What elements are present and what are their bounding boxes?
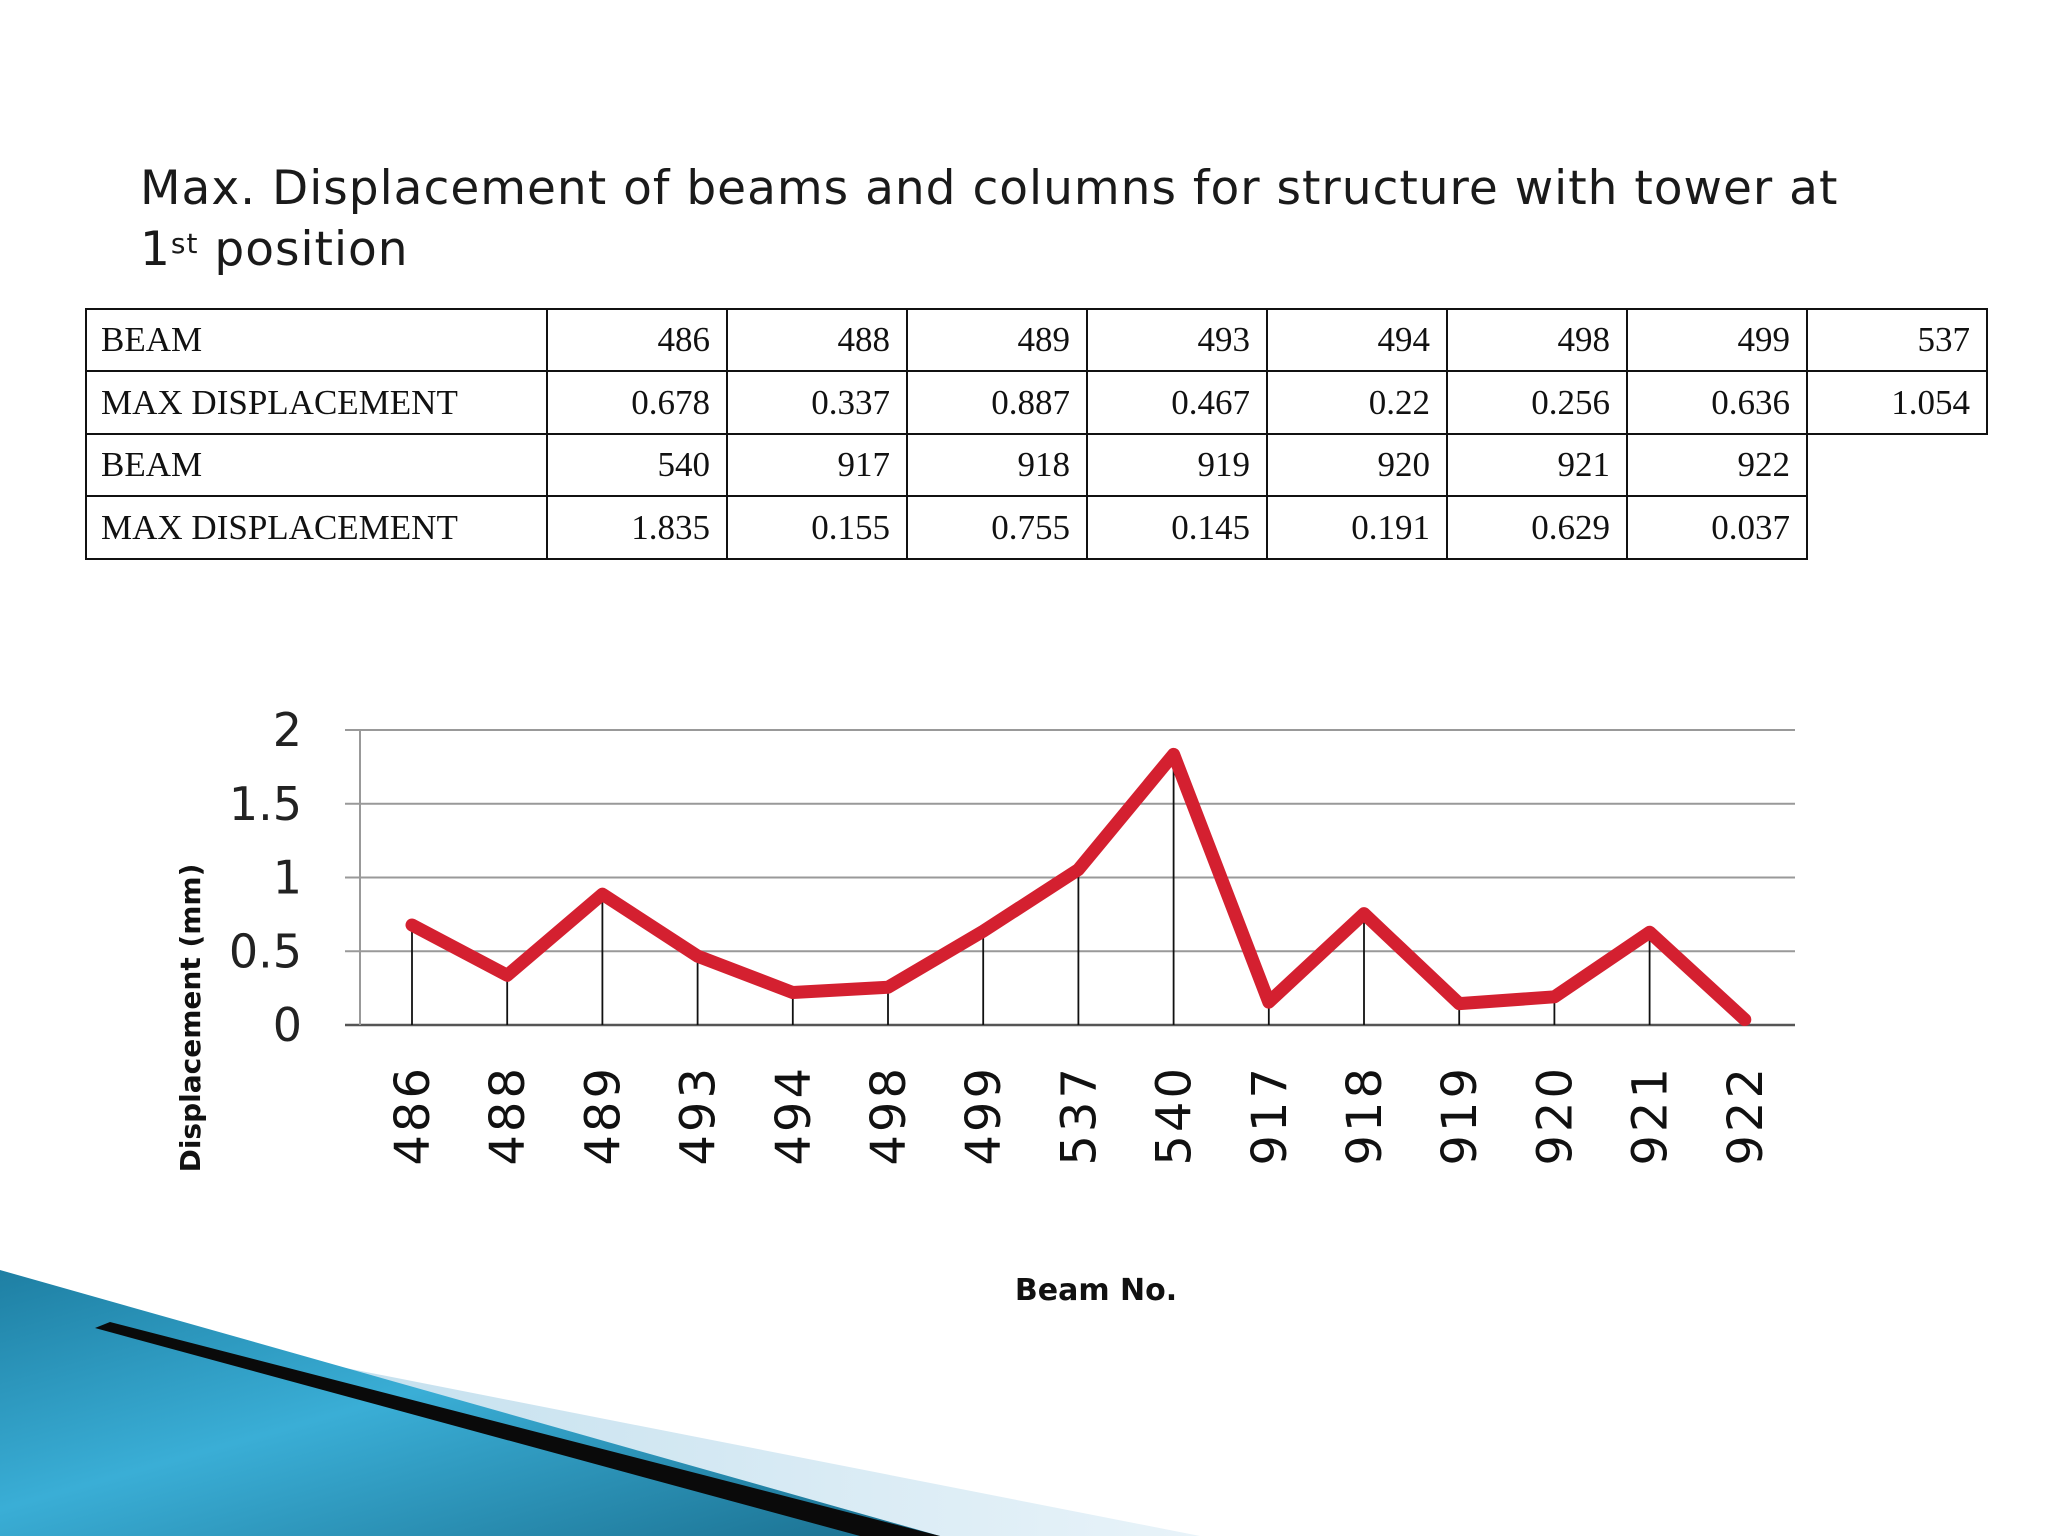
table-cell: 537: [1806, 308, 1988, 372]
x-tick-label: 922: [1718, 1065, 1774, 1166]
x-tick-label: 498: [861, 1065, 917, 1166]
table-cell: 0.755: [906, 495, 1088, 560]
table-cell: 0.22: [1266, 370, 1448, 435]
table-row: BEAM 486 488 489 493 494 498 499 537: [85, 308, 1988, 372]
x-tick-label: 917: [1242, 1065, 1298, 1166]
decorative-corner-swoosh: [0, 1270, 1200, 1536]
row-header: BEAM: [85, 433, 548, 497]
gridlines: [345, 729, 1795, 1027]
table-cell: 489: [906, 308, 1088, 372]
x-tick-label: 537: [1051, 1065, 1107, 1166]
series-line-group: [405, 747, 1752, 1027]
table-cell: 0.636: [1626, 370, 1808, 435]
table-cell: 494: [1266, 308, 1448, 372]
table-cell: 918: [906, 433, 1088, 497]
y-axis-label: Displacement (mm): [174, 864, 207, 1173]
x-tick-label: 540: [1147, 1065, 1203, 1166]
x-tick-label: 921: [1623, 1065, 1679, 1166]
x-axis-label: Beam No.: [1015, 1273, 1177, 1308]
table-row: MAX DISPLACEMENT 0.678 0.337 0.887 0.467 0.22…: [85, 370, 1988, 435]
table-row: MAX DISPLACEMENT 1.835 0.155 0.755 0.145 0.19…: [85, 495, 1987, 560]
x-tick-label: 499: [956, 1065, 1012, 1166]
x-tick-label: 493: [671, 1065, 727, 1166]
x-tick-label: 494: [766, 1065, 822, 1166]
y-tick-label: 1.5: [229, 777, 302, 831]
x-tick-label: 488: [480, 1065, 536, 1166]
data-point: [1358, 907, 1370, 920]
y-tick-label: 1: [273, 851, 302, 905]
y-tick-label: 0: [273, 998, 302, 1052]
title-rest: position: [198, 222, 409, 277]
table-cell: 0.191: [1266, 495, 1448, 560]
row-header: MAX DISPLACEMENT: [85, 495, 548, 560]
table-cell: 540: [546, 433, 728, 497]
table-cell: 919: [1086, 433, 1268, 497]
table-cell: 0.887: [906, 370, 1088, 435]
y-tick-label: 0.5: [229, 924, 302, 978]
table-cell: 493: [1086, 308, 1268, 372]
table-cell: 0.678: [546, 370, 728, 435]
row-header: MAX DISPLACEMENT: [85, 370, 548, 435]
x-tick-label: 489: [575, 1065, 631, 1166]
data-point: [1453, 997, 1466, 1010]
data-point: [501, 969, 514, 982]
table-cell: 0.145: [1086, 495, 1268, 560]
table-cell: 921: [1446, 433, 1628, 497]
drop-lines: [411, 754, 1746, 1025]
table-row: BEAM 540 917 918 919 920 921 922: [85, 433, 1987, 497]
data-point: [1643, 926, 1656, 939]
data-point: [406, 918, 418, 931]
x-tick-label: 920: [1527, 1065, 1583, 1166]
data-point: [1548, 990, 1561, 1003]
data-point: [1072, 863, 1085, 876]
table-cell: 917: [726, 433, 908, 497]
table-cell: 1.835: [546, 495, 728, 560]
title-ordinal-suffix: st: [170, 227, 199, 260]
data-point: [1262, 996, 1275, 1009]
table-cell: 0.337: [726, 370, 908, 435]
slide-title: Max. Displacement of beams and columns f…: [140, 158, 1960, 280]
x-tick-label: 486: [385, 1065, 441, 1166]
data-point: [596, 888, 609, 901]
y-tick-labels: 0 0.5 1 1.5 2: [229, 703, 302, 1052]
data-point: [977, 925, 990, 938]
data-point: [691, 950, 704, 963]
table-cell: 498: [1446, 308, 1628, 372]
table-cell: 0.256: [1446, 370, 1628, 435]
table-cell: 0.467: [1086, 370, 1268, 435]
x-tick-label: 919: [1432, 1065, 1488, 1166]
table-cell: 920: [1266, 433, 1448, 497]
table-cell: 1.054: [1806, 370, 1988, 435]
x-tick-label: 918: [1337, 1065, 1393, 1166]
y-tick-label: 2: [273, 703, 302, 757]
table-cell: 0.037: [1626, 495, 1808, 560]
title-ordinal-number: 1: [140, 222, 171, 277]
data-point: [786, 986, 799, 999]
table-cell: 0.629: [1446, 495, 1628, 560]
table-body: BEAM 486 488 489 493 494 498 499 537 MAX DISPLACE…: [85, 308, 1988, 560]
data-point: [882, 981, 894, 994]
data-point: [1738, 1013, 1751, 1026]
row-header: BEAM: [85, 308, 548, 372]
x-tick-labels: 486 488 489 493 494 498 499 537 540 917 918 919 920 9…: [385, 1065, 1774, 1166]
swoosh-teal-band: [0, 1270, 940, 1536]
data-point: [1167, 748, 1180, 761]
table-cell: 922: [1626, 433, 1808, 497]
table-cell: 486: [546, 308, 728, 372]
table-cell: 488: [726, 308, 908, 372]
swoosh-black-stripe: [95, 1322, 940, 1536]
table-cell: 499: [1626, 308, 1808, 372]
displacement-table: BEAM 486 488 489 493 494 498 499 537 MAX DISPLACE…: [85, 308, 1988, 560]
title-main: Max. Displacement of beams and columns f…: [140, 161, 1839, 216]
table-cell: 0.155: [726, 495, 908, 560]
